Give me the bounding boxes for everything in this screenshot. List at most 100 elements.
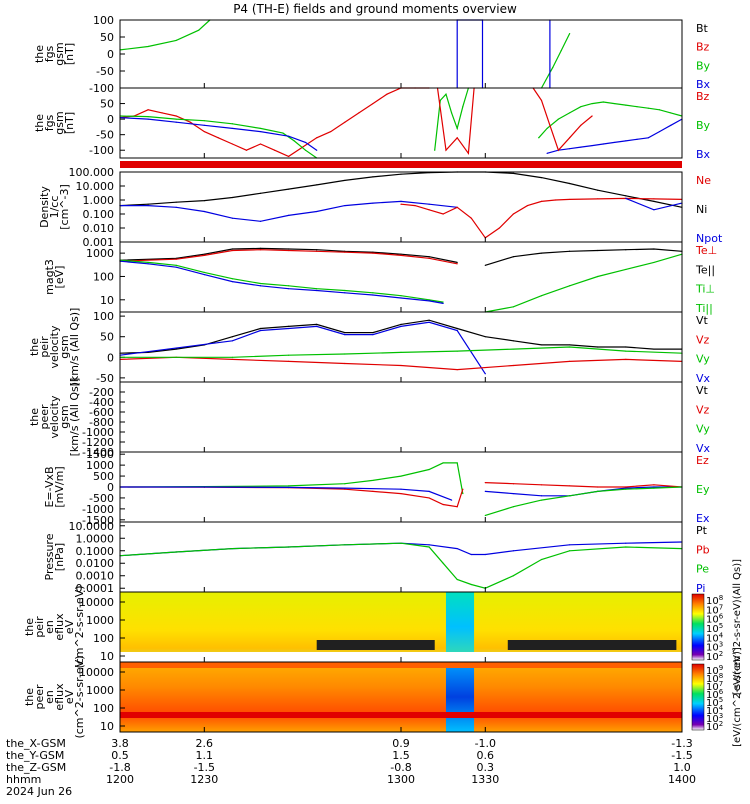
data-point <box>653 484 655 486</box>
data-point <box>147 204 149 207</box>
data-point <box>231 248 233 250</box>
panel-5 <box>119 311 683 383</box>
y-tick-label: -600 <box>89 406 114 419</box>
legend-entry: Bz <box>696 41 710 54</box>
data-point <box>231 340 233 342</box>
y-tick-label: 0 <box>107 48 114 61</box>
panel-2 <box>119 87 683 159</box>
data-point <box>203 210 205 213</box>
data-point <box>456 263 458 265</box>
y-tick-label: 10 <box>100 650 114 663</box>
panel-1 <box>119 19 683 89</box>
data-point <box>625 249 627 251</box>
data-point <box>203 253 205 255</box>
data-point <box>316 149 318 151</box>
spectrogram-band <box>120 662 682 668</box>
y-tick-label: -1000 <box>82 426 114 439</box>
data-point <box>203 120 205 122</box>
data-point <box>344 487 346 489</box>
data-point <box>358 112 360 114</box>
data-point <box>428 300 430 302</box>
data-point <box>428 546 430 548</box>
colorbar-label: [eV/(cm^2-s-sr-eV)] <box>732 647 743 747</box>
legend-entry: Ti⊥ <box>695 283 715 296</box>
y-axis-label: velocity <box>48 395 61 438</box>
x-row-label-1: the_X-GSM <box>6 737 66 750</box>
y-tick-label: 0 <box>107 481 114 494</box>
y-tick-label: 0.010 <box>83 222 115 235</box>
data-point <box>175 201 177 203</box>
data-point <box>316 249 318 251</box>
data-point <box>625 350 627 352</box>
data-point <box>175 206 177 208</box>
data-point <box>450 112 453 114</box>
data-point <box>344 334 346 336</box>
y-tick-label: -100 <box>89 144 114 157</box>
data-point <box>442 302 444 305</box>
separator-bar <box>120 161 682 168</box>
data-point <box>647 107 649 109</box>
data-point <box>653 248 655 250</box>
y-tick-label: 0.0010 <box>76 570 115 583</box>
y-axis-label: en <box>43 690 56 704</box>
x-tick-label: 0.9 <box>392 737 410 750</box>
y-tick-label: 100 <box>93 702 114 715</box>
series-bz-line <box>532 87 593 152</box>
spectrogram-background <box>120 592 682 662</box>
data-point <box>175 39 177 42</box>
data-point <box>231 217 233 219</box>
data-point <box>400 351 402 353</box>
series-vz-line <box>119 356 683 371</box>
series-bz-line <box>119 87 430 158</box>
y-tick-label: -800 <box>89 416 114 429</box>
y-tick-label: 10 <box>100 720 114 733</box>
data-point <box>231 358 233 360</box>
data-point <box>344 179 346 182</box>
data-point <box>442 301 444 303</box>
series-ti-line <box>485 253 683 313</box>
data-point <box>456 329 458 332</box>
x-tick-label: 0.6 <box>477 749 495 762</box>
data-point <box>653 209 655 211</box>
y-tick-label: 1000 <box>86 247 114 260</box>
data-point <box>597 198 599 200</box>
y-tick-label: 0.001 <box>83 236 115 249</box>
data-point <box>288 288 290 290</box>
data-point <box>288 485 290 487</box>
y-axis-label: eV <box>63 619 76 634</box>
legend-entry: Npot <box>696 232 723 245</box>
data-point <box>259 282 262 285</box>
data-point <box>344 483 346 485</box>
data-point <box>372 202 374 204</box>
y-axis-label: [eV] <box>53 266 66 289</box>
data-point <box>569 344 571 346</box>
legend-entry: Vt <box>696 384 709 397</box>
data-point <box>231 127 233 130</box>
data-point <box>231 143 233 145</box>
data-point <box>456 206 458 208</box>
data-point <box>400 295 402 297</box>
legend-entry: Ne <box>696 174 711 187</box>
data-point <box>540 176 543 179</box>
series-ez-line <box>485 482 683 488</box>
data-point <box>540 495 543 497</box>
data-point <box>316 184 318 186</box>
colorbar <box>691 593 705 661</box>
data-point <box>456 462 458 464</box>
y-axis-label: gsm <box>53 42 66 65</box>
x-tick-label: 0.5 <box>111 749 129 762</box>
x-tick-label: -1.0 <box>475 737 496 750</box>
data-point <box>344 544 346 546</box>
colorbar-tick-label: 102 <box>706 650 723 663</box>
data-point <box>203 271 205 273</box>
data-point <box>439 99 441 102</box>
data-point <box>602 101 604 103</box>
data-point <box>372 251 374 253</box>
data-point <box>569 137 571 139</box>
data-point <box>259 327 262 330</box>
data-point <box>658 109 661 111</box>
data-point <box>456 327 458 330</box>
data-point <box>428 321 430 323</box>
data-point <box>625 346 627 348</box>
